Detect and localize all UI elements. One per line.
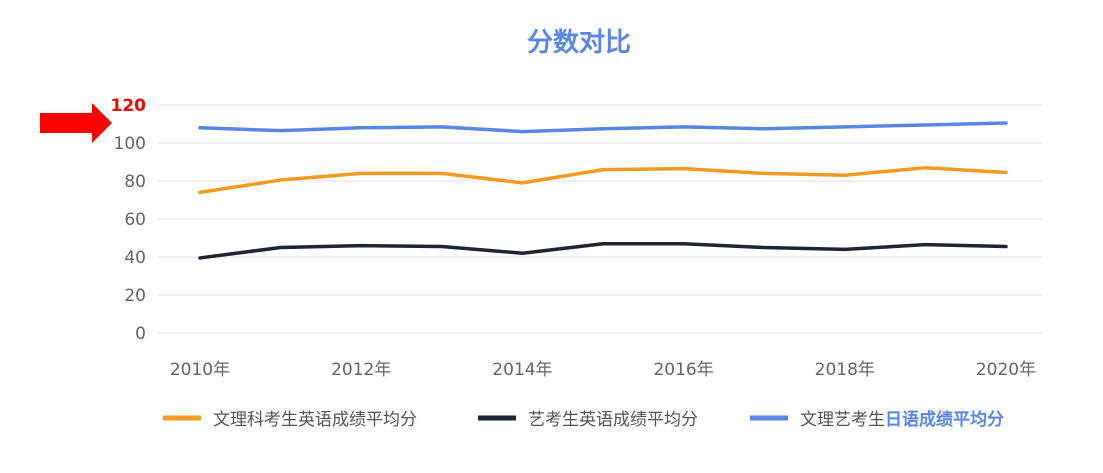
x-tick-label: 2020年	[976, 360, 1036, 380]
legend-label: 文理艺考生日语成绩平均分	[800, 409, 1004, 430]
x-tick-label: 2016年	[653, 360, 713, 380]
x-axis: 2010年 2012年 2014年 2016年 2018年 2020年	[170, 360, 1036, 380]
series-lines	[198, 121, 1008, 260]
x-tick-label: 2018年	[815, 360, 875, 380]
grid	[158, 104, 1042, 334]
y-tick-label: 20	[124, 286, 146, 306]
legend-label-plain: 文理艺考生	[800, 410, 885, 430]
legend: 文理科考生英语成绩平均分 艺考生英语成绩平均分 文理艺考生日语成绩平均分	[163, 409, 1004, 430]
series-line-1	[198, 241, 1008, 260]
y-tick-label: 100	[114, 134, 146, 154]
y-tick-label: 0	[135, 324, 146, 344]
y-tick-label: 40	[124, 248, 146, 268]
series-line-2	[198, 121, 1008, 134]
chart-title: 分数对比	[527, 28, 631, 58]
x-tick-label: 2014年	[492, 360, 552, 380]
legend-label: 艺考生英语成绩平均分	[528, 410, 698, 430]
y-tick-label: 60	[124, 210, 146, 230]
x-tick-label: 2010年	[170, 360, 230, 380]
y-tick-label: 120	[111, 96, 147, 116]
y-axis: 0 20 40 60 80 100 120	[111, 96, 147, 344]
red-arrow-icon	[40, 103, 112, 143]
x-tick-label: 2012年	[331, 360, 391, 380]
series-line-0	[198, 165, 1008, 195]
legend-label-bold: 日语成绩平均分	[885, 409, 1004, 430]
legend-label: 文理科考生英语成绩平均分	[213, 410, 417, 430]
y-tick-label: 80	[124, 172, 146, 192]
